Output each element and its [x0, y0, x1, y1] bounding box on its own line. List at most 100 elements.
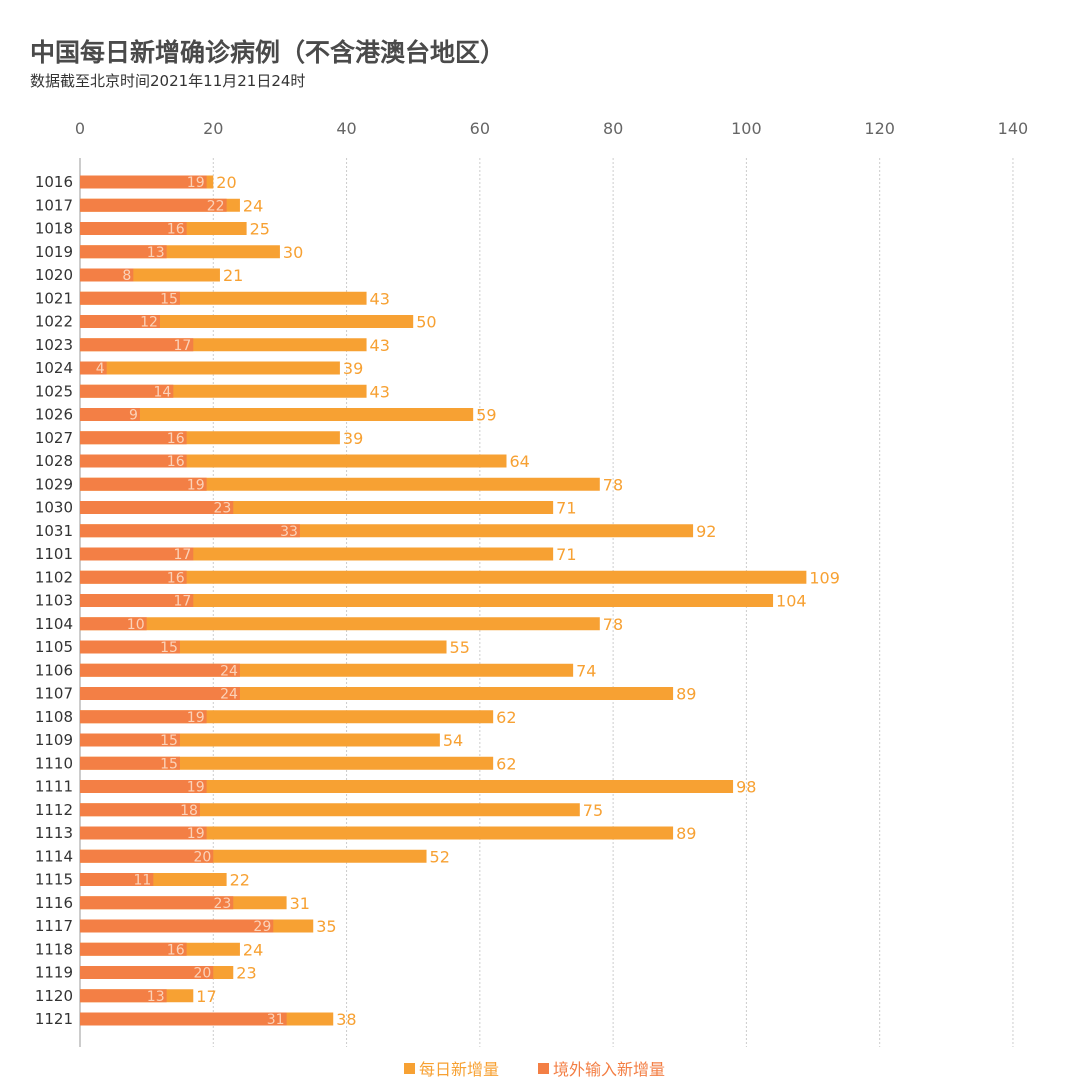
data-label-imported: 12 [140, 315, 158, 331]
category-label: 1104 [35, 615, 73, 633]
legend-swatch-total [404, 1062, 415, 1074]
category-label: 1103 [35, 592, 73, 610]
bar-imported [80, 408, 140, 421]
bar-total [80, 594, 774, 607]
category-label: 1016 [35, 173, 73, 191]
x-tick-label: 40 [336, 119, 356, 138]
bar-total [80, 780, 734, 793]
category-label: 1105 [35, 638, 73, 656]
category-label: 1018 [35, 220, 73, 238]
bar-imported [80, 733, 180, 747]
bar-imported [80, 361, 107, 375]
data-label-total: 38 [336, 1010, 356, 1029]
bar-total [80, 361, 340, 375]
bar-imported [80, 617, 147, 631]
category-label: 1113 [35, 824, 73, 842]
bar-imported [80, 501, 234, 514]
data-label-imported: 17 [173, 338, 191, 354]
data-label-total: 62 [496, 754, 516, 773]
legend-label-imported: 境外输入新增量 [553, 1060, 666, 1079]
bar-total [80, 408, 474, 421]
bar-imported [80, 756, 180, 770]
data-label-total: 20 [216, 173, 236, 192]
data-label-total: 74 [576, 661, 596, 680]
x-tick-label: 0 [75, 119, 85, 138]
bar-total [80, 756, 494, 770]
legend-swatch-imported [538, 1062, 549, 1074]
category-label: 1115 [35, 871, 73, 889]
data-label-total: 39 [343, 359, 363, 378]
bar-total [80, 826, 674, 840]
data-label-imported: 10 [127, 617, 145, 633]
bar-imported [80, 222, 187, 235]
data-label-total: 92 [696, 522, 716, 541]
data-label-total: 22 [230, 871, 250, 890]
data-label-imported: 11 [133, 873, 151, 889]
bar-imported [80, 268, 134, 282]
data-label-imported: 4 [96, 361, 105, 377]
category-label: 1029 [35, 475, 73, 493]
data-label-imported: 13 [147, 989, 165, 1005]
data-label-imported: 33 [280, 524, 298, 540]
data-label-imported: 19 [187, 780, 205, 796]
data-label-total: 104 [776, 592, 807, 611]
category-label: 1027 [35, 429, 73, 447]
category-label: 1107 [35, 685, 73, 703]
bar-imported [80, 1012, 287, 1026]
data-label-total: 71 [556, 545, 576, 564]
chart-subtitle: 数据截至北京时间2021年11月21日24时 [30, 72, 306, 90]
bar-total [80, 570, 807, 584]
bar-imported [80, 896, 234, 910]
category-label: 1120 [35, 987, 73, 1005]
data-label-imported: 18 [180, 803, 198, 819]
bar-imported [80, 640, 180, 654]
category-label: 1109 [35, 731, 73, 749]
bar-imported [80, 687, 240, 700]
legend: 每日新增量 境外输入新增量 [0, 1056, 1080, 1079]
data-label-total: 64 [509, 452, 529, 471]
data-label-total: 35 [316, 917, 336, 936]
bar-total [80, 617, 600, 631]
category-label: 1025 [35, 382, 73, 400]
bar-imported [80, 524, 300, 538]
bar-imported [80, 710, 207, 724]
data-label-total: 25 [250, 220, 270, 239]
category-label: 1118 [35, 940, 73, 958]
data-label-imported: 17 [173, 547, 191, 563]
x-tick-label: 20 [203, 119, 223, 138]
data-label-imported: 23 [213, 501, 231, 517]
category-label: 1031 [35, 522, 73, 540]
data-label-total: 59 [476, 406, 496, 425]
data-label-total: 17 [196, 987, 216, 1006]
category-label: 1017 [35, 196, 73, 214]
category-label: 1108 [35, 708, 73, 726]
data-label-total: 89 [676, 685, 696, 704]
x-tick-label: 140 [998, 119, 1029, 138]
bar-imported [80, 849, 214, 863]
bar-total [80, 547, 554, 561]
category-label: 1119 [35, 964, 73, 982]
category-label: 1030 [35, 499, 73, 517]
data-label-total: 43 [370, 382, 390, 401]
x-tick-label: 80 [603, 119, 623, 138]
x-tick-label: 100 [731, 119, 762, 138]
data-label-imported: 16 [167, 222, 185, 238]
bar-imported [80, 431, 187, 445]
data-label-imported: 14 [153, 384, 171, 400]
data-label-imported: 15 [160, 291, 178, 307]
data-label-total: 24 [243, 940, 263, 959]
x-tick-label: 60 [470, 119, 490, 138]
bar-imported [80, 198, 227, 212]
data-label-imported: 8 [122, 268, 131, 284]
category-label: 1110 [35, 754, 73, 772]
data-label-total: 109 [809, 568, 840, 587]
bar-imported [80, 594, 194, 607]
data-label-imported: 16 [167, 942, 185, 958]
data-label-total: 30 [283, 243, 303, 262]
data-label-imported: 15 [160, 756, 178, 772]
bar-imported [80, 803, 200, 817]
data-label-total: 39 [343, 429, 363, 448]
data-label-total: 43 [370, 336, 390, 355]
data-label-total: 50 [416, 313, 436, 332]
